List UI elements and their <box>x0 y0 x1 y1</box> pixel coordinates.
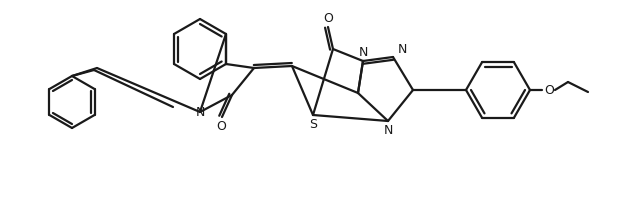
Text: O: O <box>323 11 333 24</box>
Text: N: N <box>397 43 406 56</box>
Text: O: O <box>544 84 554 97</box>
Text: O: O <box>216 120 226 133</box>
Text: N: N <box>195 106 205 119</box>
Text: S: S <box>309 117 317 130</box>
Text: N: N <box>383 124 393 137</box>
Text: N: N <box>358 46 368 59</box>
